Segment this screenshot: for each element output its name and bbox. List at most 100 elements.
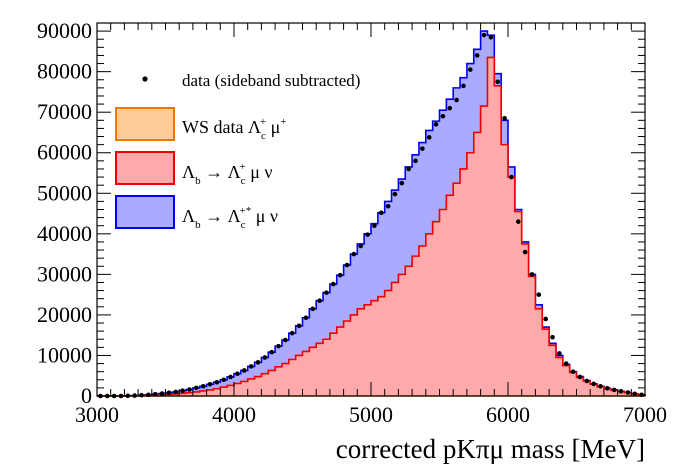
data-point [358,243,364,249]
legend-lcstar-swatch [115,195,175,229]
x-tick-label: 7000 [623,402,667,427]
histogram-layer [97,30,646,397]
data-point [495,79,501,85]
data-point [468,67,473,72]
legend-data-marker [142,76,148,82]
data-point [515,219,521,224]
data-point [378,210,384,216]
data-point [563,361,569,366]
data-point [447,105,453,111]
data-point [235,371,240,377]
data-point [481,32,487,38]
y-tick-label: 30000 [37,261,92,286]
data-point [509,174,514,180]
x-tick-label: 3000 [75,402,119,427]
y-tick-label: 50000 [37,180,92,205]
data-point [406,166,411,172]
data-point [385,203,391,209]
data-point [337,272,343,278]
data-point [392,191,398,197]
data-point [570,369,576,374]
data-point [557,351,562,356]
data-point [269,349,274,355]
legend-lc-label: Λb → Λc+ μ ν [182,161,273,187]
data-point [502,115,507,121]
data-point [611,387,617,393]
data-point [433,122,439,127]
legend-ws-swatch [115,107,175,141]
data-point [413,158,418,164]
x-tick-label: 4000 [212,402,256,427]
data-point [632,391,638,397]
data-point [461,83,466,89]
data-point [598,383,603,389]
legend-ws-label: WS data Λc+ μ+ [182,116,287,142]
data-point [474,53,480,58]
data-point [139,392,144,398]
data-point [440,113,446,119]
data-point [296,323,302,329]
data-point [529,272,535,277]
data-point [605,385,610,391]
data-point [303,315,309,321]
y-tick-label: 10000 [37,342,92,367]
y-tick-label: 20000 [37,302,92,327]
legend-lc-swatch [115,151,175,185]
data-point [625,390,631,395]
y-tick-label: 40000 [37,221,92,246]
hist-line-lc [97,56,646,397]
legend-data-label: data (sideband subtracted) [182,71,360,90]
data-point [344,262,350,268]
data-point [166,390,172,396]
axes: 3000 4000 5000 6000 700001000020000300004000… [37,18,667,427]
x-tick-label: 6000 [486,402,530,427]
legend-lcstar-label: Λb → Λc+* μ ν [182,205,278,231]
data-point [207,381,213,387]
data-point [214,379,220,385]
data-point [331,281,336,287]
y-tick-label: 70000 [37,99,92,124]
data-point [173,389,179,395]
y-tick-label: 90000 [37,18,92,43]
data-point [426,135,432,140]
data-point [200,383,206,389]
data-point [241,368,247,373]
data-point [310,306,316,312]
data-point [262,355,268,360]
data-point [420,146,425,151]
data-point [488,34,494,40]
data-point [283,337,288,343]
data-point [543,316,548,322]
data-point [577,374,583,380]
x-tick-label: 5000 [349,402,393,427]
data-point [228,374,233,380]
x-axis-title: corrected pKπμ mass [MeV] [336,434,645,464]
y-tick-label: 0 [81,383,92,408]
y-tick-label: 60000 [37,140,92,165]
legend: data (sideband subtracted) WS data Λc+ μ… [115,71,360,231]
data-point [536,292,542,297]
data-point [584,378,590,384]
data-point [152,391,158,397]
data-point [550,334,555,340]
data-point [255,360,261,365]
data-point [522,249,528,255]
data-point [317,298,322,304]
data-point [399,180,405,186]
data-point [372,223,377,229]
data-point [276,343,281,349]
y-tick-label: 80000 [37,59,92,84]
data-point [324,290,329,295]
data-point [159,391,165,396]
data-point [221,377,227,383]
data-point [365,232,370,237]
data-point [194,385,199,391]
data-point [289,330,295,336]
data-point [248,364,254,369]
data-point [180,388,185,394]
data-point [454,97,459,103]
data-point [351,251,357,257]
data-point [187,387,192,392]
data-point [591,381,596,387]
